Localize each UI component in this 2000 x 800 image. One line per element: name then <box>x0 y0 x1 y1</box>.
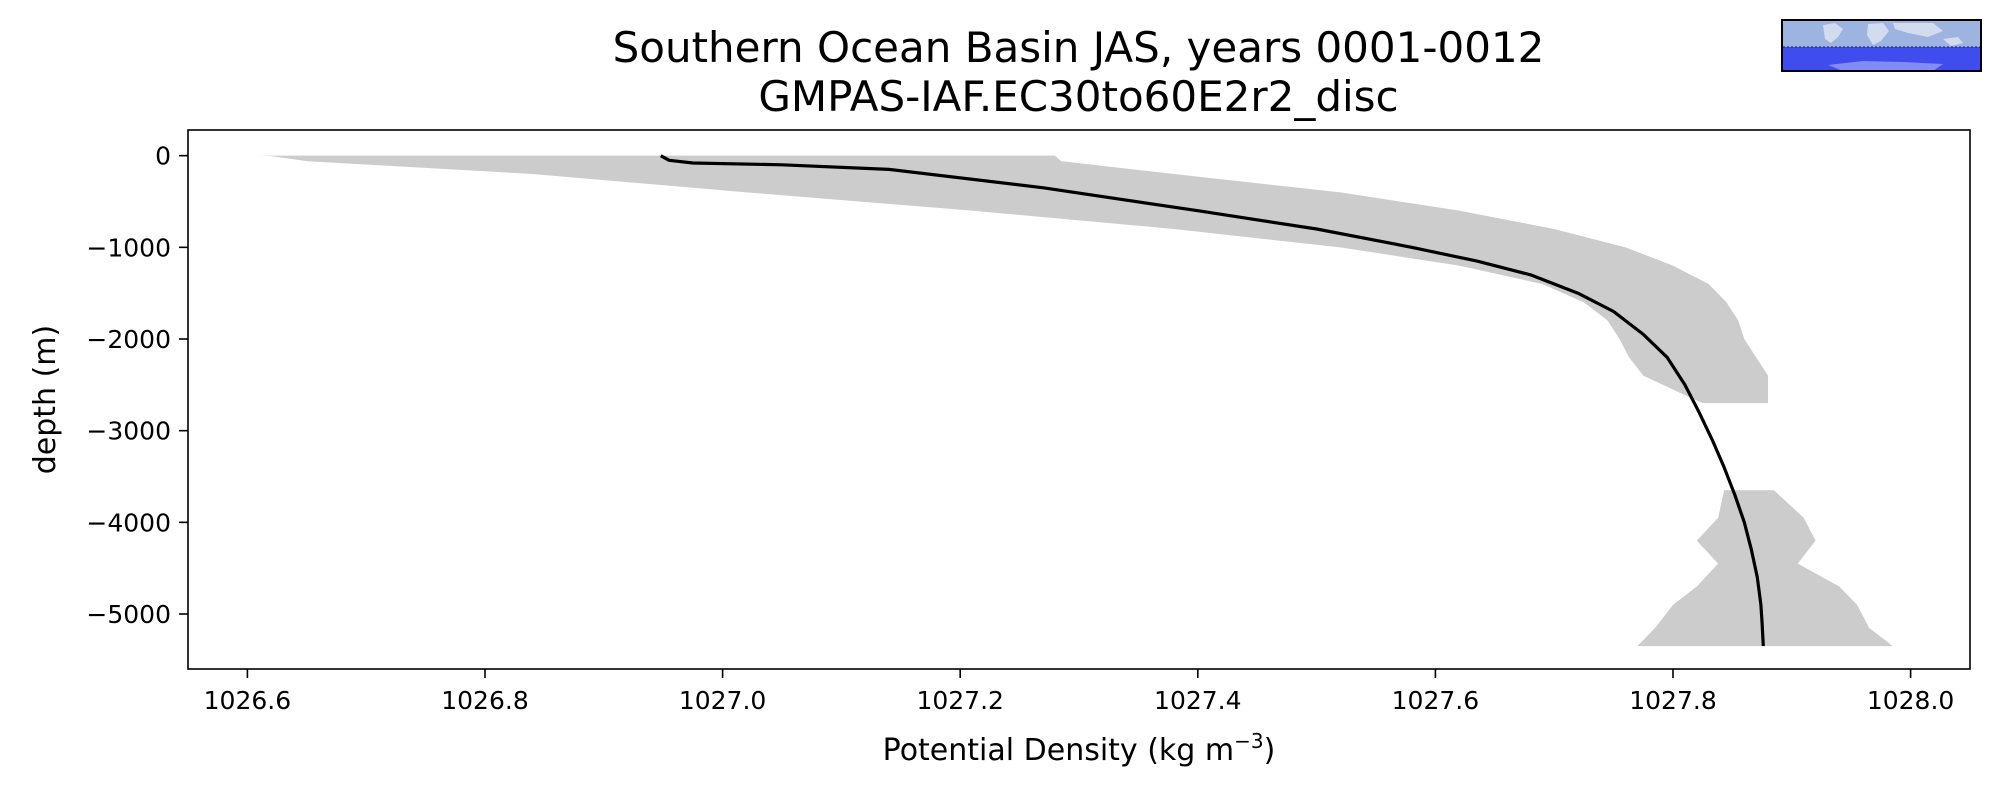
y-tick-label: −4000 <box>86 508 171 537</box>
x-tick-label: 1028.0 <box>1867 686 1954 715</box>
x-tick-label: 1027.4 <box>1154 686 1241 715</box>
region-map-inset <box>1781 19 1982 72</box>
chart-title-line-1: Southern Ocean Basin JAS, years 0001-001… <box>612 23 1545 72</box>
inset-map-graphic <box>1783 21 1980 70</box>
x-axis-label-sup: −3 <box>1234 729 1263 753</box>
x-axis-label-close: ) <box>1264 733 1276 768</box>
y-tick-label: −1000 <box>86 233 171 262</box>
x-tick-label: 1026.8 <box>441 686 528 715</box>
y-tick-label: −2000 <box>86 325 171 354</box>
chart-title-line-2: GMPAS-IAF.EC30to60E2r2_disc <box>758 72 1399 121</box>
mean-density-line <box>660 154 1765 647</box>
x-tick-label: 1027.8 <box>1629 686 1716 715</box>
x-tick-label: 1027.0 <box>679 686 766 715</box>
y-tick-label: −5000 <box>86 600 171 629</box>
y-axis: 0 −1000 −2000 −3000 −4000 −5000 <box>86 142 188 629</box>
plot-frame <box>187 129 1971 670</box>
y-tick-label: 0 <box>155 142 171 171</box>
std-band-group <box>259 155 1893 647</box>
x-tick-label: 1027.2 <box>916 686 1003 715</box>
std-band-segment-1 <box>259 155 1769 404</box>
x-tick-label: 1027.6 <box>1392 686 1479 715</box>
x-tick-label: 1026.6 <box>204 686 291 715</box>
y-axis-label: depth (m) <box>28 325 63 475</box>
x-axis-label: Potential Density (kg m−3) <box>883 729 1276 768</box>
x-axis: 1026.6 1026.8 1027.0 1027.2 1027.4 1027.6 1027… <box>204 669 1954 715</box>
std-band-segment-2 <box>1637 490 1893 647</box>
x-axis-label-main: Potential Density (kg m <box>883 733 1234 768</box>
y-tick-label: −3000 <box>86 417 171 446</box>
